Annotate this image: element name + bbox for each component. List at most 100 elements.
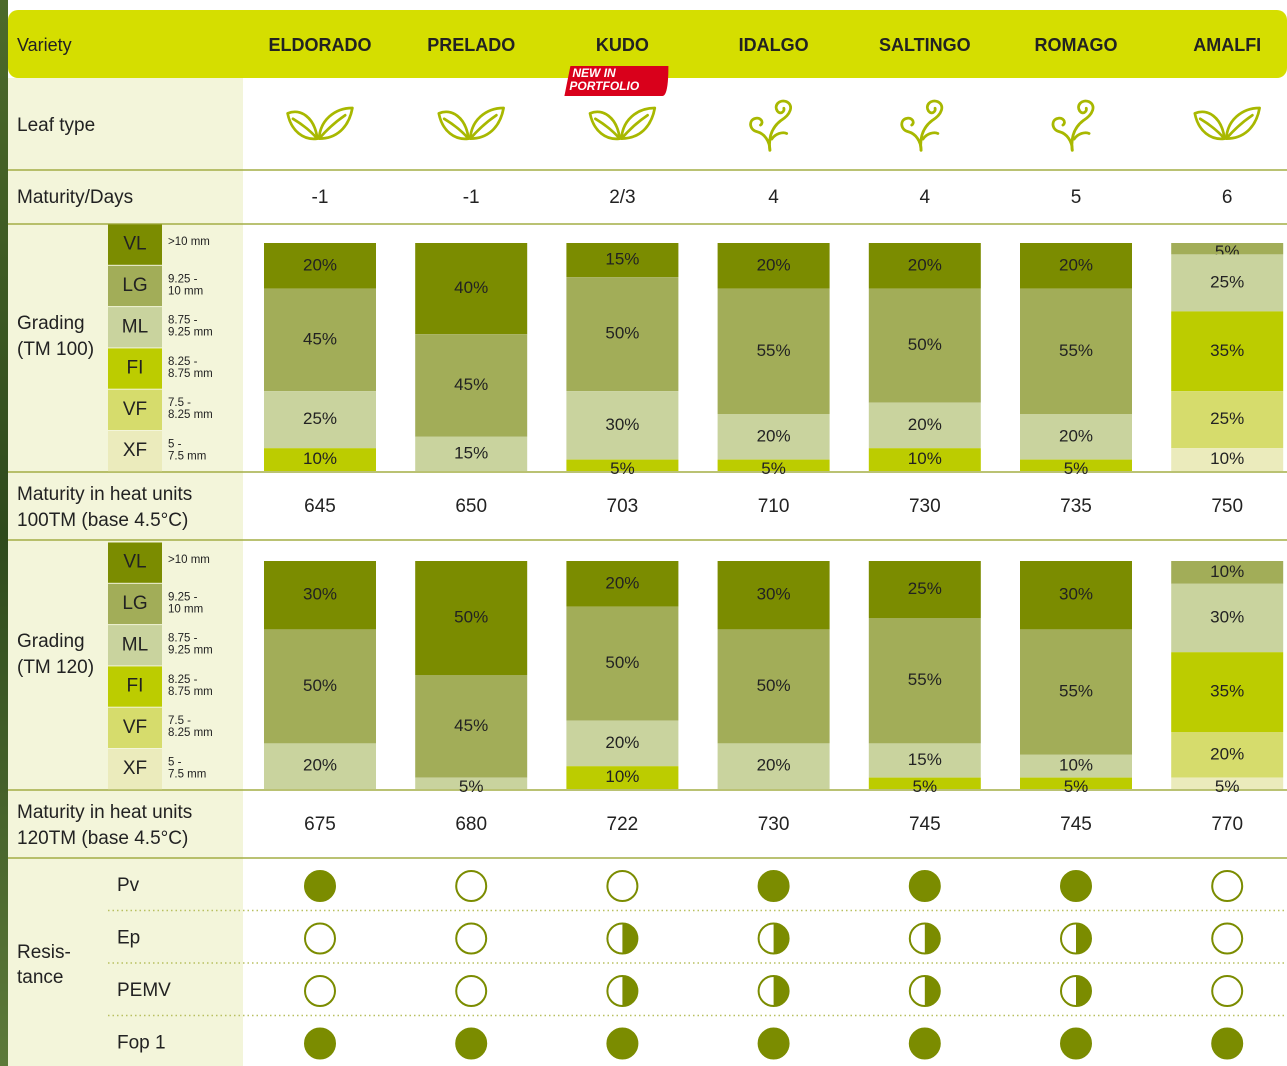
grade-segment-label: 45%: [303, 329, 337, 348]
grade-code: LG: [122, 593, 147, 614]
grade-range: 7.5 mm: [168, 451, 206, 463]
grade-range: 8.25 -: [168, 674, 198, 686]
grade-segment: [1171, 391, 1284, 449]
resistance-symbol-fill: [773, 923, 789, 954]
maturity-days-value: -1: [312, 187, 329, 208]
grade-segment: [566, 459, 679, 471]
grading-label: (TM 100): [17, 339, 94, 360]
badge-text: PORTFOLIO: [569, 79, 639, 93]
resistance-label: Resis- tance: [17, 942, 71, 988]
grade-range: 9.25 mm: [168, 327, 213, 339]
badge-text: NEW IN: [572, 66, 616, 80]
resistance-symbol: [1211, 922, 1244, 955]
grade-legend-box: [108, 265, 162, 307]
resistance-symbol-fill: [1076, 976, 1091, 1006]
grade-code: VF: [123, 399, 147, 420]
grade-segment: [717, 629, 830, 744]
grade-range: 5 -: [168, 439, 182, 451]
maturity-days-value: 4: [768, 187, 779, 208]
resistance-symbol: [455, 870, 488, 902]
resistance-symbol: [1211, 975, 1244, 1007]
variety-name: IDALGO: [739, 35, 809, 55]
grade-segment-label: 5%: [610, 459, 635, 478]
grade-segment-label: 20%: [1059, 255, 1093, 274]
grade-segment: [868, 777, 981, 789]
resistance-name: PEMV: [117, 980, 171, 1001]
grade-segment-label: 30%: [1059, 585, 1093, 604]
heat-units-value: 730: [909, 496, 941, 517]
grade-segment: [868, 243, 981, 289]
grade-range: 8.75 -: [168, 633, 198, 645]
grade-code: VL: [123, 234, 146, 255]
grade-segment-label: 55%: [757, 341, 791, 360]
grade-legend-box: [108, 625, 162, 666]
grade-segment: [566, 243, 679, 278]
maturity-days-value: -1: [463, 187, 480, 208]
grade-segment-label: 15%: [605, 250, 639, 269]
grade-segment-label: 40%: [454, 278, 488, 297]
grade-code: ML: [122, 634, 148, 655]
grade-segment: [717, 743, 830, 789]
variety-name: PRELADO: [427, 35, 515, 55]
grade-segment-label: 30%: [757, 585, 791, 604]
header-bar: [8, 10, 1287, 78]
grade-segment: [566, 277, 679, 392]
grading-label: Grading: [17, 313, 85, 334]
grade-code: XF: [123, 758, 147, 779]
heat-units-value: 735: [1060, 496, 1092, 517]
heat-units-value: 675: [304, 814, 336, 835]
grade-segment-label: 10%: [1210, 449, 1244, 468]
grade-segment-label: 50%: [908, 335, 942, 354]
grade-segment: [1020, 777, 1132, 789]
heat-units-label: 120TM (base 4.5°C): [17, 828, 188, 849]
grade-segment-label: 10%: [605, 767, 639, 786]
grade-range: 7.5 -: [168, 397, 191, 409]
grade-segment: [415, 243, 528, 335]
leaf-type-label: Leaf type: [17, 115, 95, 136]
grade-segment-label: 50%: [605, 653, 639, 672]
heat-units-label: 100TM (base 4.5°C): [17, 510, 188, 531]
grade-segment-label: 20%: [303, 255, 337, 274]
grade-segment: [1171, 448, 1284, 471]
resistance-symbol: [304, 870, 336, 902]
resistance-symbol: [1060, 1027, 1092, 1060]
grade-segment: [566, 561, 679, 607]
grade-segment: [264, 448, 376, 471]
heat-units-value: 645: [304, 496, 336, 517]
resistance-label-line: tance: [17, 967, 63, 988]
grade-segment-label: 55%: [1059, 341, 1093, 360]
heat-units-value: 770: [1211, 814, 1243, 835]
grade-segment-label: 5%: [1064, 459, 1089, 478]
grade-segment-label: 15%: [908, 750, 942, 769]
grade-segment-label: 15%: [454, 443, 488, 462]
grade-segment: [566, 391, 679, 460]
grade-segment-label: 50%: [454, 607, 488, 626]
grade-segment: [264, 629, 376, 744]
grade-segment: [717, 561, 830, 630]
variety-name: KUDO: [596, 35, 649, 55]
grade-segment-label: 10%: [908, 449, 942, 468]
grade-segment-label: 5%: [761, 459, 786, 478]
grade-segment: [1020, 243, 1132, 289]
grade-segment: [415, 675, 528, 778]
grade-segment-label: 20%: [605, 733, 639, 752]
grade-range: 9.25 -: [168, 273, 198, 285]
grade-segment-label: 30%: [303, 585, 337, 604]
grade-legend-box: [108, 583, 162, 625]
maturity-days-label: Maturity/Days: [17, 187, 133, 208]
grade-legend-box: [108, 749, 162, 790]
grade-segment: [264, 743, 376, 789]
grade-range: 10 mm: [168, 603, 203, 615]
grade-segment: [566, 766, 679, 789]
heat-units-value: 745: [1060, 814, 1092, 835]
resistance-symbol: [455, 1027, 488, 1060]
variety-name: ELDORADO: [269, 35, 372, 55]
grade-segment: [1020, 288, 1132, 414]
resistance-label-line: Resis-: [17, 942, 71, 963]
grade-segment: [566, 606, 679, 721]
resistance-symbol: [304, 975, 336, 1007]
grade-segment: [415, 436, 528, 471]
resistance-symbol: [304, 922, 336, 955]
grade-segment: [868, 618, 981, 744]
